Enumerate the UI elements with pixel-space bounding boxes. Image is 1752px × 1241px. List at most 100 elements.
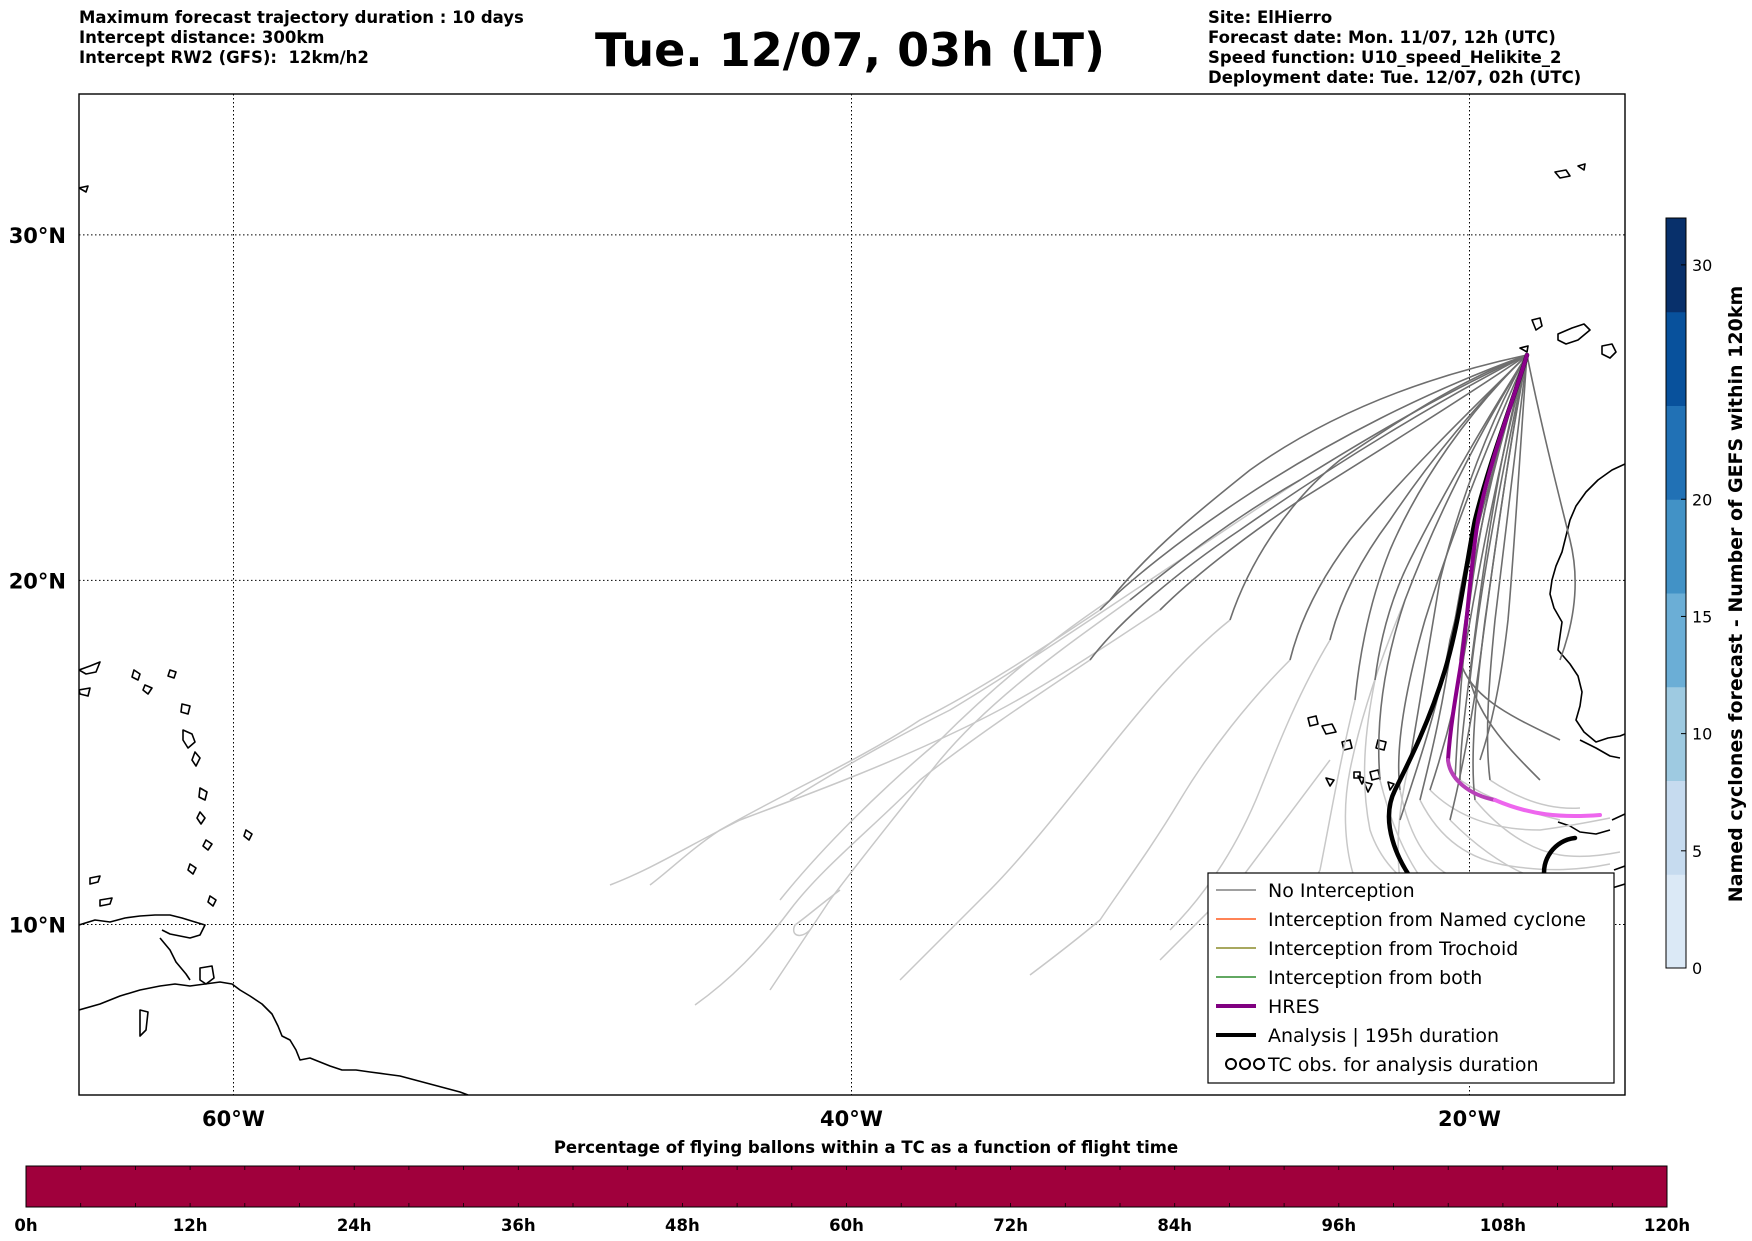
colorbar-tick-label: 5 (1692, 842, 1702, 861)
trajectory-line (793, 889, 841, 937)
trajectory-line (1397, 354, 1528, 791)
trajectory-line (1449, 354, 1528, 821)
bottom-bar-tick-label: 36h (501, 1216, 536, 1235)
hres-trajectory (1446, 353, 1602, 819)
bottom-colorbar: 0h 12h 24h 36h 48h 60h 72h 84h 96h 108h 120h (14, 1165, 1690, 1235)
bottom-bar-tick-label: 48h (665, 1216, 700, 1235)
trajectory-line (1429, 789, 1611, 831)
tc-obs-symbol (1253, 1058, 1265, 1070)
colorbar-right: 0 5 10 15 20 30 (1665, 217, 1712, 978)
colorbar-tick-label: 15 (1692, 607, 1712, 626)
trajectory-line (1377, 354, 1528, 781)
hres-line (1446, 353, 1529, 762)
bottom-bar-tick-label: 60h (829, 1216, 864, 1235)
trajectory-line (1354, 354, 1528, 701)
bottom-bar-tick-label: 96h (1321, 1216, 1356, 1235)
lon-tick-label: 60°W (202, 1107, 265, 1131)
trajectory-line (1479, 354, 1528, 761)
colorbar-segment (1666, 499, 1686, 594)
page-title: Tue. 12/07, 03h (LT) (595, 23, 1105, 77)
legend-label: Interception from Named cyclone (1268, 909, 1586, 931)
trajectory-line (1169, 639, 1331, 931)
legend-label: No Interception (1268, 880, 1415, 902)
colorbar-segment (1666, 686, 1686, 781)
hres-line (1446, 758, 1497, 802)
colorbar-segment (1666, 593, 1686, 688)
forecast-date-text: Forecast date: Mon. 11/07, 12h (UTC) (1208, 28, 1556, 47)
bottom-bar-tick-label: 108h (1480, 1216, 1526, 1235)
trajectory-line (649, 609, 1101, 886)
axis-tick-labels: 60°W 40°W 20°W 30°N 20°N 10°N (9, 224, 1501, 1131)
legend-label: Interception from both (1268, 967, 1482, 989)
trajectory-line (1489, 779, 1581, 809)
deployment-date-text: Deployment date: Tue. 12/07, 02h (UTC) (1208, 68, 1582, 87)
colorbar-tick-label: 10 (1692, 725, 1712, 744)
trajectory-line (1159, 354, 1528, 611)
bottom-bar-tick-label: 24h (337, 1216, 372, 1235)
header-right-info: Site: ElHierro Forecast date: Mon. 11/07… (1208, 8, 1581, 88)
trajectory-line (779, 599, 1111, 901)
trajectories-no-interception (1089, 354, 1576, 821)
trajectory-line (609, 609, 1161, 886)
colorbar-segment (1666, 311, 1686, 406)
colorbar-segment (1666, 780, 1686, 875)
trajectory-line (769, 599, 1131, 991)
trajectory-line (1129, 354, 1528, 601)
trajectory-line (1229, 354, 1528, 621)
trajectory-line (1109, 354, 1528, 601)
colorbar-tick-label: 0 (1692, 959, 1702, 978)
tc-obs-symbol (1225, 1058, 1237, 1070)
trajectory-line (1099, 354, 1528, 611)
legend-label: TC obs. for analysis duration (1267, 1054, 1539, 1076)
bottom-bar-tick-label: 12h (173, 1216, 208, 1235)
lon-tick-label: 20°W (1438, 1107, 1501, 1131)
trajectory-line (1344, 599, 1406, 881)
trajectory-line (1474, 799, 1621, 858)
bottom-bar-tick-label: 0h (14, 1216, 37, 1235)
trajectory-line (1429, 354, 1528, 791)
lat-tick-label: 10°N (9, 913, 66, 937)
legend-label: Analysis | 195h duration (1268, 1025, 1499, 1047)
bottom-bar-tick-label: 84h (1157, 1216, 1192, 1235)
legend: No Interception Interception from Named c… (1207, 872, 1615, 1084)
colorbar-tick-label: 30 (1692, 256, 1712, 275)
trajectory-line (1029, 659, 1291, 976)
trajectory-line (1526, 354, 1576, 661)
legend-label: HRES (1268, 996, 1320, 1018)
trajectory-line (1374, 354, 1528, 681)
intercept-distance-text: Intercept distance: 300km (79, 28, 325, 47)
lat-tick-label: 30°N (9, 224, 66, 248)
legend-box (1207, 872, 1615, 1084)
bottom-bar-fill (25, 1165, 1668, 1208)
trajectory-line (1399, 354, 1528, 821)
trajectory-line (1409, 354, 1528, 761)
coastlines (79, 163, 1625, 1095)
colorbar-segment (1666, 405, 1686, 500)
trajectory-line (1089, 354, 1528, 661)
header-left-info: Maximum forecast trajectory duration : 1… (79, 8, 524, 68)
bottom-bar-tick-label: 120h (1644, 1216, 1690, 1235)
lon-tick-label: 40°W (820, 1107, 883, 1131)
intercept-rw2-text: Intercept RW2 (GFS): 12km/h2 (79, 48, 369, 67)
colorbar-tick-label: 20 (1692, 490, 1712, 509)
site-text: Site: ElHierro (1208, 8, 1333, 27)
colorbar-segment (1666, 218, 1686, 313)
tc-obs-symbol (1239, 1058, 1251, 1070)
map-frame (78, 93, 1626, 1096)
trajectory-line (694, 659, 1091, 1006)
legend-label: Interception from Trochoid (1268, 938, 1518, 960)
hres-line (1493, 798, 1602, 819)
trajectory-line (1289, 354, 1528, 661)
colorbar-frame (1665, 217, 1687, 969)
trajectory-line (789, 479, 1301, 801)
trajectories-late (609, 479, 1621, 1006)
max-duration-text: Maximum forecast trajectory duration : 1… (79, 8, 524, 27)
bottom-bar-title: Percentage of flying ballons within a TC… (554, 1138, 1178, 1157)
trajectory-line (1469, 354, 1541, 781)
trajectory-line (899, 619, 1231, 981)
colorbar-title: Named cyclones forecast - Number of GEFS… (1725, 286, 1747, 903)
colorbar-segment (1666, 874, 1686, 969)
bottom-bar-tick-label: 72h (993, 1216, 1028, 1235)
lat-tick-label: 20°N (9, 569, 66, 593)
